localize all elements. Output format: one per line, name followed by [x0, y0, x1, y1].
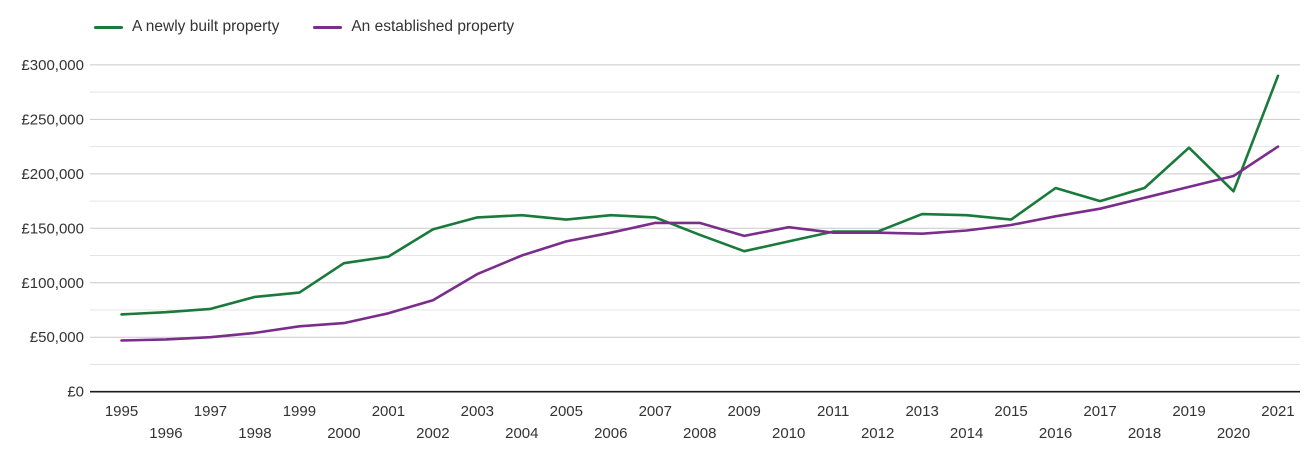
- legend-item-newly-built[interactable]: A newly built property: [94, 18, 279, 36]
- x-tick-label: 2009: [728, 403, 761, 420]
- x-tick-label: 2005: [550, 403, 583, 420]
- x-tick-label: 2013: [905, 403, 938, 420]
- x-tick-label: 2010: [772, 425, 805, 442]
- legend-item-established[interactable]: An established property: [313, 18, 514, 36]
- x-tick-label: 2008: [683, 425, 716, 442]
- y-tick-label: £300,000: [21, 57, 84, 74]
- x-tick-label: 2006: [594, 425, 627, 442]
- x-tick-label: 2012: [861, 425, 894, 442]
- x-tick-label: 2002: [416, 425, 449, 442]
- y-tick-label: £200,000: [21, 166, 84, 183]
- legend-label-established: An established property: [351, 18, 515, 35]
- x-tick-label: 1995: [105, 403, 138, 420]
- x-tick-label: 1996: [149, 425, 182, 442]
- y-tick-label: £250,000: [21, 111, 84, 128]
- y-tick-label: £50,000: [30, 329, 84, 346]
- legend-swatch-established: [313, 25, 343, 29]
- chart-legend: A newly built property An established pr…: [94, 18, 514, 36]
- legend-label-newly-built: A newly built property: [132, 18, 280, 35]
- x-tick-label: 2011: [817, 403, 849, 420]
- y-tick-label: £0: [67, 384, 84, 401]
- x-tick-label: 2017: [1083, 403, 1116, 420]
- legend-swatch-newly-built: [94, 25, 123, 29]
- y-tick-label: £150,000: [21, 220, 84, 237]
- x-tick-label: 2003: [461, 403, 494, 420]
- x-tick-label: 2020: [1217, 425, 1250, 442]
- y-tick-label: £100,000: [21, 275, 84, 292]
- series-line-an-established-property: [120, 145, 1280, 342]
- x-tick-label: 2016: [1039, 425, 1072, 442]
- x-tick-label: 1998: [238, 425, 271, 442]
- x-tick-label: 2018: [1128, 425, 1161, 442]
- x-tick-label: 1997: [194, 403, 227, 420]
- x-tick-label: 2000: [327, 425, 360, 442]
- x-tick-label: 2007: [639, 403, 672, 420]
- x-tick-label: 1999: [283, 403, 316, 420]
- x-tick-label: 2019: [1172, 403, 1205, 420]
- x-tick-label: 2001: [372, 403, 405, 420]
- x-tick-label: 2004: [505, 425, 538, 442]
- series-line-a-newly-built-property: [120, 74, 1280, 316]
- x-tick-label: 2014: [950, 425, 983, 442]
- x-tick-label: 2015: [994, 403, 1027, 420]
- x-tick-label: 2021: [1261, 403, 1294, 420]
